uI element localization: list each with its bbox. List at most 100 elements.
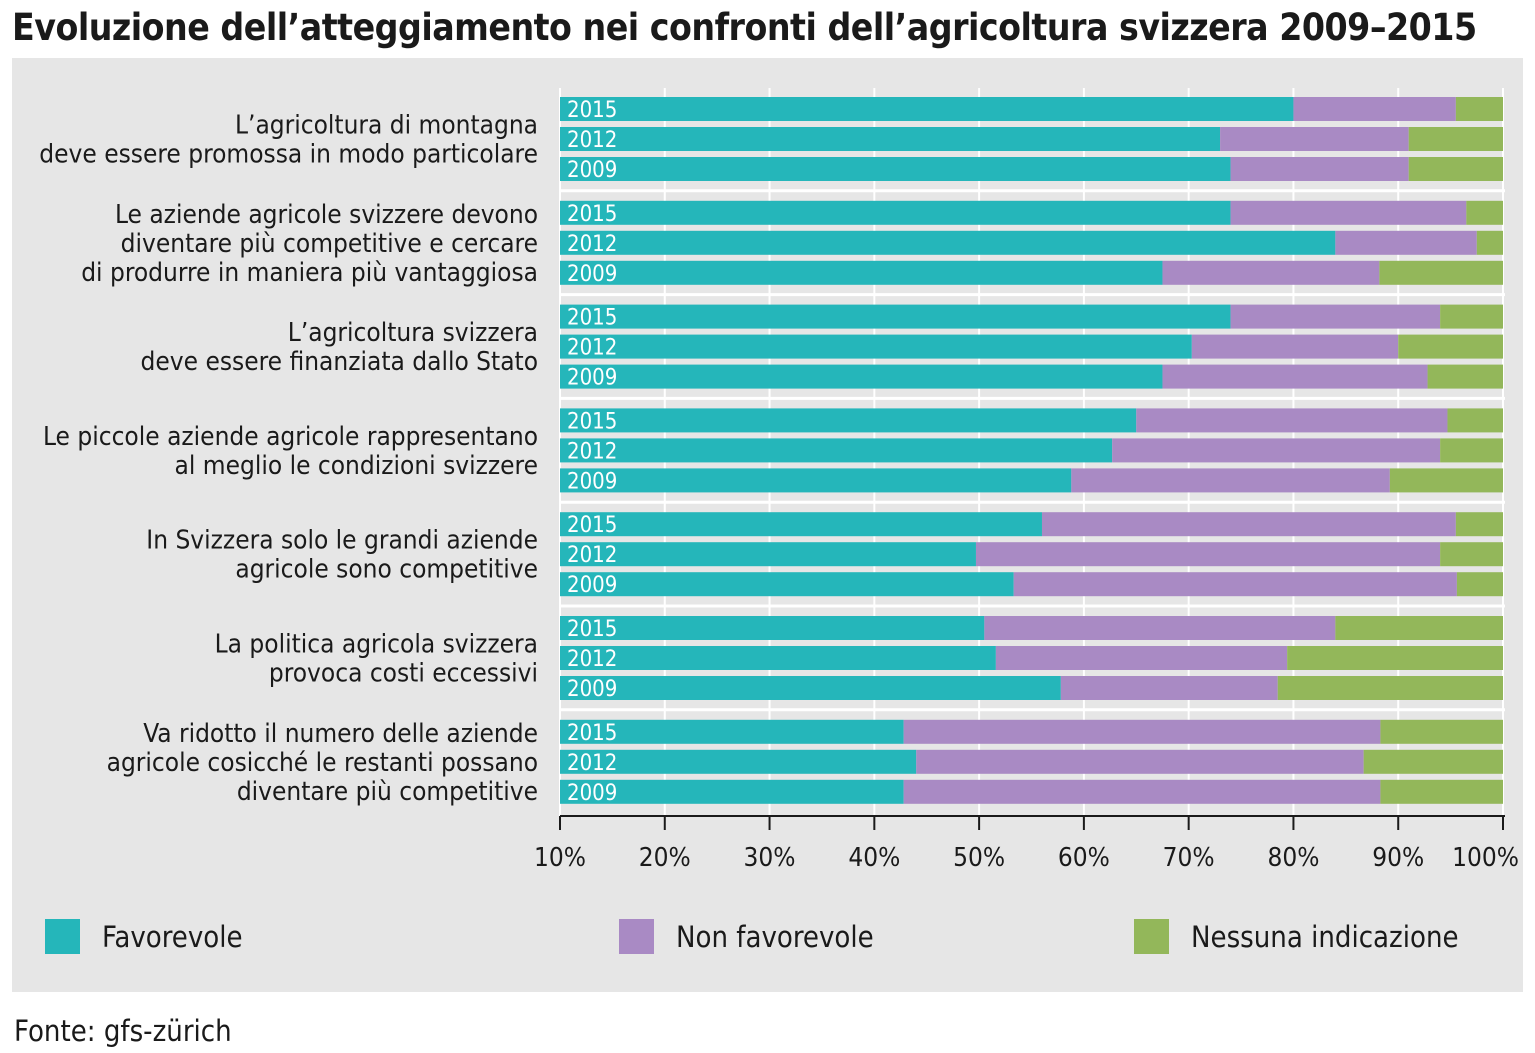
category-label: Le aziende agricole svizzere devono	[115, 200, 538, 230]
bar-non-favorevole-2009	[1060, 676, 1278, 700]
year-label: 2012	[567, 128, 617, 153]
chart-title: Evoluzione dell’atteggiamento nei confro…	[12, 6, 1477, 49]
bar-non-favorevole-2012	[995, 646, 1288, 670]
bar-nessuna-indicazione-2012	[1440, 542, 1503, 567]
year-label: 2009	[567, 158, 617, 183]
bar-favorevole-2012	[560, 230, 1336, 255]
bar-favorevole-2009	[560, 157, 1231, 181]
bar-favorevole-2012	[560, 542, 976, 567]
year-label: 2012	[567, 232, 617, 257]
bar-favorevole-2015	[560, 408, 1137, 433]
category-label: La politica agricola svizzera	[215, 630, 538, 660]
bar-non-favorevole-2015	[1230, 304, 1441, 329]
bar-non-favorevole-2012	[1220, 127, 1409, 151]
category-label: L’agricoltura di montagna	[235, 111, 538, 141]
year-label: 2015	[567, 98, 617, 123]
legend-label: Non favorevole	[676, 920, 874, 954]
x-tick-label: 50%	[953, 843, 1005, 873]
bar-non-favorevole-2012	[1112, 438, 1441, 463]
bar-favorevole-2015	[560, 200, 1231, 225]
year-label: 2012	[567, 336, 617, 361]
category-label: L’agricoltura svizzera	[288, 318, 538, 348]
bar-favorevole-2009	[560, 260, 1163, 285]
category-label: deve essere finanziata dallo Stato	[141, 347, 538, 377]
x-tick-label: 80%	[1267, 843, 1319, 873]
legend-swatch-favorevole	[45, 919, 80, 954]
year-label: 2015	[567, 721, 617, 746]
x-tick-label: 90%	[1372, 843, 1424, 873]
bar-nessuna-indicazione-2012	[1476, 230, 1503, 255]
bar-nessuna-indicazione-2009	[1380, 779, 1503, 804]
year-label: 2012	[567, 439, 617, 464]
category-label: Va ridotto il numero delle aziende	[143, 719, 538, 749]
bar-favorevole-2009	[560, 468, 1072, 493]
category-label: In Svizzera solo le grandi aziende	[146, 526, 538, 556]
year-label: 2015	[567, 617, 617, 642]
bar-non-favorevole-2009	[1071, 468, 1390, 493]
x-tick-label: 70%	[1163, 843, 1215, 873]
bar-favorevole-2015	[560, 719, 904, 744]
year-label: 2009	[567, 469, 617, 494]
year-label: 2009	[567, 366, 617, 391]
chart-panel: 2015 2012 2009 L’agricoltura di montagna dev…	[12, 58, 1523, 992]
bar-favorevole-2015	[560, 616, 985, 640]
bar-nessuna-indicazione-2015	[1440, 304, 1503, 329]
bar-favorevole-2009	[560, 572, 1014, 597]
bar-nessuna-indicazione-2012	[1440, 438, 1503, 463]
year-label: 2015	[567, 513, 617, 538]
bar-nessuna-indicazione-2009	[1456, 572, 1503, 597]
bar-non-favorevole-2015	[1136, 408, 1448, 433]
bar-nessuna-indicazione-2009	[1389, 468, 1503, 493]
bar-nessuna-indicazione-2015	[1335, 616, 1503, 640]
bar-favorevole-2012	[560, 334, 1192, 359]
bar-nessuna-indicazione-2015	[1455, 512, 1503, 537]
bar-non-favorevole-2009	[1162, 260, 1380, 285]
x-tick-label: 60%	[1058, 843, 1110, 873]
bar-non-favorevole-2015	[1293, 97, 1456, 121]
bar-non-favorevole-2009	[1162, 364, 1428, 389]
bar-non-favorevole-2009	[903, 779, 1381, 804]
legend-label: Favorevole	[102, 920, 243, 954]
bar-favorevole-2009	[560, 676, 1061, 700]
bar-non-favorevole-2015	[903, 719, 1381, 744]
bar-non-favorevole-2015	[984, 616, 1336, 640]
bar-nessuna-indicazione-2009	[1427, 364, 1503, 389]
bar-non-favorevole-2015	[1230, 200, 1467, 225]
x-tick-label: 100%	[1452, 843, 1519, 873]
bar-non-favorevole-2009	[1230, 157, 1409, 181]
legend-label: Nessuna indicazione	[1191, 920, 1459, 954]
year-label: 2015	[567, 202, 617, 227]
year-label: 2012	[567, 647, 617, 672]
year-label: 2015	[567, 409, 617, 434]
bar-nessuna-indicazione-2012	[1363, 749, 1503, 774]
category-label: diventare più competitive e cercare	[121, 229, 538, 259]
year-label: 2009	[567, 677, 617, 702]
bar-non-favorevole-2012	[1191, 334, 1399, 359]
category-label: deve essere promossa in modo particolare	[39, 140, 538, 170]
bar-nessuna-indicazione-2012	[1287, 646, 1503, 670]
year-label: 2012	[567, 543, 617, 568]
bar-nessuna-indicazione-2015	[1455, 97, 1503, 121]
bar-nessuna-indicazione-2009	[1277, 676, 1503, 700]
category-label: diventare più competitive	[237, 777, 538, 807]
legend-swatch-nessuna-indicazione	[1134, 919, 1169, 954]
bar-favorevole-2009	[560, 364, 1163, 389]
bar-favorevole-2012	[560, 127, 1221, 151]
bar-non-favorevole-2009	[1013, 572, 1457, 597]
x-tick-label: 10%	[534, 843, 586, 873]
category-label: al meglio le condizioni svizzere	[175, 451, 538, 481]
year-label: 2015	[567, 306, 617, 331]
bar-favorevole-2012	[560, 749, 917, 774]
legend-swatch-non-favorevole	[619, 919, 654, 954]
bar-non-favorevole-2012	[1335, 230, 1477, 255]
bar-nessuna-indicazione-2015	[1466, 200, 1503, 225]
bar-favorevole-2012	[560, 646, 996, 670]
bar-non-favorevole-2012	[916, 749, 1364, 774]
bar-favorevole-2009	[560, 779, 904, 804]
bar-nessuna-indicazione-2012	[1398, 334, 1503, 359]
category-label: provoca costi eccessivi	[269, 659, 538, 689]
x-tick-label: 20%	[639, 843, 691, 873]
bar-nessuna-indicazione-2009	[1379, 260, 1503, 285]
bar-nessuna-indicazione-2012	[1408, 127, 1503, 151]
